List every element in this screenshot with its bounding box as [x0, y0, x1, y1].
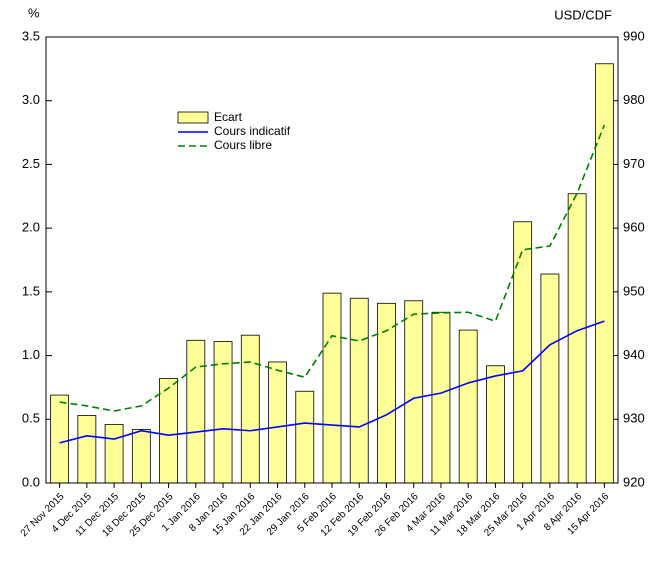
y-axis-label: %: [28, 5, 40, 20]
line: [59, 320, 605, 444]
y2-tick-label: 960: [623, 220, 645, 235]
y-tick-label: 1.0: [22, 347, 40, 362]
y2-axis-label: USD/CDF: [554, 7, 612, 22]
y-tick-label: 0.0: [22, 474, 40, 489]
bar: [458, 329, 478, 484]
bar: [159, 378, 178, 484]
bar: [104, 423, 124, 484]
bar: [540, 273, 560, 484]
y2-tick-label: 990: [623, 28, 645, 43]
y2-tick-label: 950: [623, 283, 645, 298]
bar: [131, 429, 151, 484]
bar: [404, 300, 424, 484]
bar: [349, 297, 369, 484]
bar: [486, 365, 505, 484]
bar: [186, 339, 206, 484]
bar: [77, 415, 97, 484]
y2-tick-label: 920: [623, 474, 645, 489]
bar: [240, 334, 260, 484]
bar: [268, 361, 287, 484]
y-tick-label: 0.5: [22, 411, 40, 426]
line: [59, 124, 606, 412]
y2-tick-label: 970: [623, 156, 645, 171]
bar: [322, 292, 342, 484]
legend-label: Cours libre: [214, 138, 272, 152]
y-tick-label: 2.0: [22, 220, 40, 235]
bar: [213, 341, 233, 484]
y-tick-label: 3.0: [22, 92, 40, 107]
bar: [50, 394, 70, 484]
bar: [295, 390, 315, 484]
bar: [431, 311, 451, 484]
y-tick-label: 3.5: [22, 28, 40, 43]
legend-label: Cours indicatif: [214, 124, 291, 138]
y2-tick-label: 940: [623, 347, 645, 362]
bar: [567, 193, 587, 484]
y2-tick-label: 980: [623, 92, 645, 107]
y2-tick-label: 930: [623, 411, 645, 426]
bar: [513, 221, 533, 484]
plot-frame: [45, 36, 619, 484]
y-tick-label: 2.5: [22, 156, 40, 171]
legend-swatch: [177, 111, 209, 124]
legend-label: Ecart: [214, 110, 243, 124]
y-tick-label: 1.5: [22, 283, 40, 298]
